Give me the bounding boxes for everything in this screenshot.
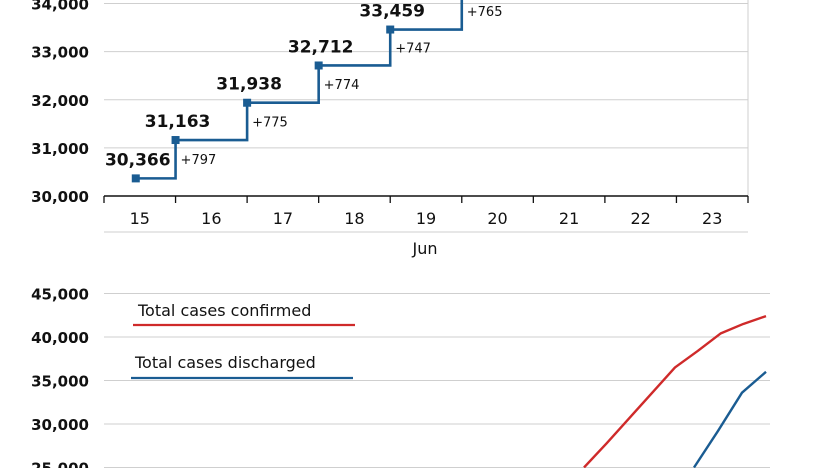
top-x-tick-label: 19 bbox=[416, 209, 436, 228]
top-data-marker bbox=[386, 25, 395, 34]
top-data-marker bbox=[314, 61, 323, 70]
bottom-chart-legend: Total cases confirmed Total cases discha… bbox=[131, 301, 355, 380]
top-x-tick-label: 22 bbox=[630, 209, 650, 228]
top-x-tick-label: 23 bbox=[702, 209, 722, 228]
top-data-label: 30,366 bbox=[105, 150, 171, 170]
bottom-y-tick-label: 40,000 bbox=[31, 329, 89, 347]
bottom-chart-y-axis: 25,000 30,000 35,000 40,000 45,000 bbox=[31, 286, 89, 468]
bottom-y-tick-label: 30,000 bbox=[31, 416, 89, 434]
top-chart-data-labels: 30,366 31,163 +797 31,938 +775 32,712 +774 33,4… bbox=[105, 2, 503, 171]
top-y-tick-label: 34,000 bbox=[31, 0, 89, 14]
top-delta-label: +747 bbox=[395, 42, 431, 57]
top-y-tick-label: 32,000 bbox=[31, 92, 89, 110]
top-delta-label: +765 bbox=[467, 5, 503, 20]
top-delta-label: +775 bbox=[252, 115, 288, 130]
top-chart-series bbox=[131, 0, 464, 183]
top-data-label: 31,938 bbox=[216, 75, 282, 95]
bottom-y-tick-label: 45,000 bbox=[31, 286, 89, 304]
top-x-tick-label: 15 bbox=[130, 209, 150, 228]
top-y-tick-label: 31,000 bbox=[31, 140, 89, 158]
bottom-chart-series bbox=[583, 314, 767, 468]
top-x-axis-label: Jun bbox=[412, 239, 438, 258]
top-chart-gridlines bbox=[104, 0, 749, 196]
top-delta-label: +774 bbox=[324, 78, 360, 93]
top-x-tick-label: 16 bbox=[201, 209, 221, 228]
top-y-tick-label: 33,000 bbox=[31, 44, 89, 62]
top-data-marker bbox=[131, 174, 140, 183]
bottom-y-tick-label: 25,000 bbox=[31, 460, 89, 468]
legend-confirmed-label: Total cases confirmed bbox=[137, 301, 311, 320]
top-data-label: 33,459 bbox=[359, 2, 425, 22]
top-x-tick-label: 18 bbox=[344, 209, 364, 228]
bottom-y-tick-label: 35,000 bbox=[31, 373, 89, 391]
bottom-series-line bbox=[583, 314, 767, 468]
top-chart-y-axis: 30,000 31,000 32,000 33,000 34,000 bbox=[31, 0, 89, 206]
top-y-tick-label: 30,000 bbox=[31, 188, 89, 206]
top-delta-label: +797 bbox=[181, 153, 217, 168]
legend-discharged-label: Total cases discharged bbox=[134, 353, 316, 372]
top-data-label: 32,712 bbox=[288, 37, 354, 57]
top-data-label: 31,163 bbox=[145, 112, 211, 132]
top-x-tick-label: 20 bbox=[487, 209, 507, 228]
top-x-tick-label: 21 bbox=[559, 209, 579, 228]
top-chart-x-ticks: 15 16 17 18 19 20 21 22 23 bbox=[103, 196, 749, 233]
top-data-marker bbox=[171, 136, 180, 145]
top-data-marker bbox=[243, 98, 252, 107]
top-x-tick-label: 17 bbox=[273, 209, 293, 228]
bottom-series-line bbox=[692, 370, 767, 468]
